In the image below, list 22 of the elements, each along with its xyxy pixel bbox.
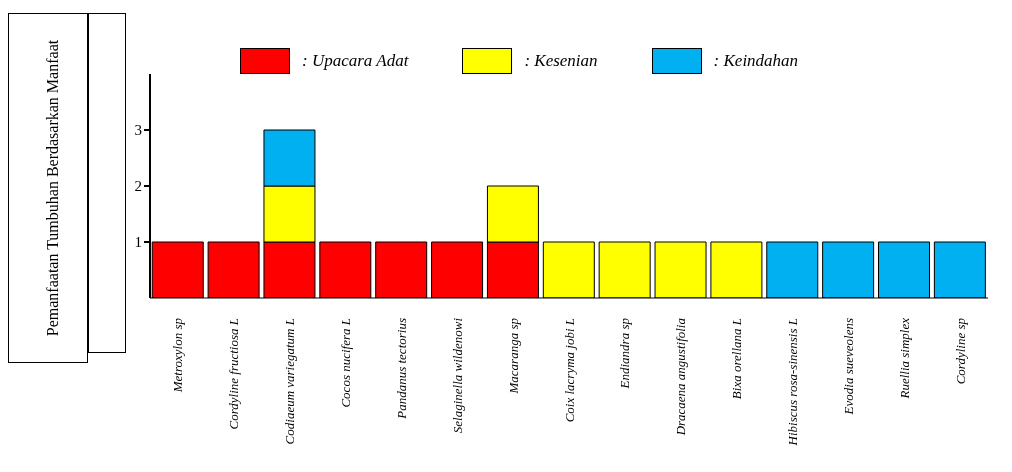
x-tick-label: Evodia sueveolens [840,318,856,416]
x-tick-label: Coix lacryma jobi L [561,318,577,423]
x-tick-label: Selaginella wildenowi [449,317,465,434]
x-tick-label: Endiandra sp [617,317,633,390]
y-tick-label: 1 [134,234,142,251]
legend-label: : Upacara Adat [302,51,409,71]
x-tick-label: Codiaeum variegatum L [282,318,298,445]
y-tick-label: 3 [134,122,142,139]
x-tick-label: Bixa orellana L [729,318,745,400]
x-tick-label: Cordyline fructiosa L [226,318,242,430]
x-tick-label: Dracaena angustifolia [673,317,689,437]
x-tick-label: Ruellia simplex [896,317,912,400]
x-tick-label: Cordyline sp [952,317,968,385]
y-tick-label: 2 [134,178,142,195]
x-tick-label: Pandanus tectorius [393,318,409,420]
y-axis-title: Pemanfaatan Tumbuhan Berdasarkan Manfaat [44,39,62,337]
legend-label: : Kesenian [524,51,598,71]
x-tick-label: Cocos nucifera L [338,318,354,408]
x-tick-label: Hibiscus rosa-sinensis L [784,318,800,447]
x-tick-label: Metroxylon sp [170,317,186,394]
legend-label: : Keindahan [713,51,799,71]
x-tick-label: Macaranga sp [505,317,521,395]
